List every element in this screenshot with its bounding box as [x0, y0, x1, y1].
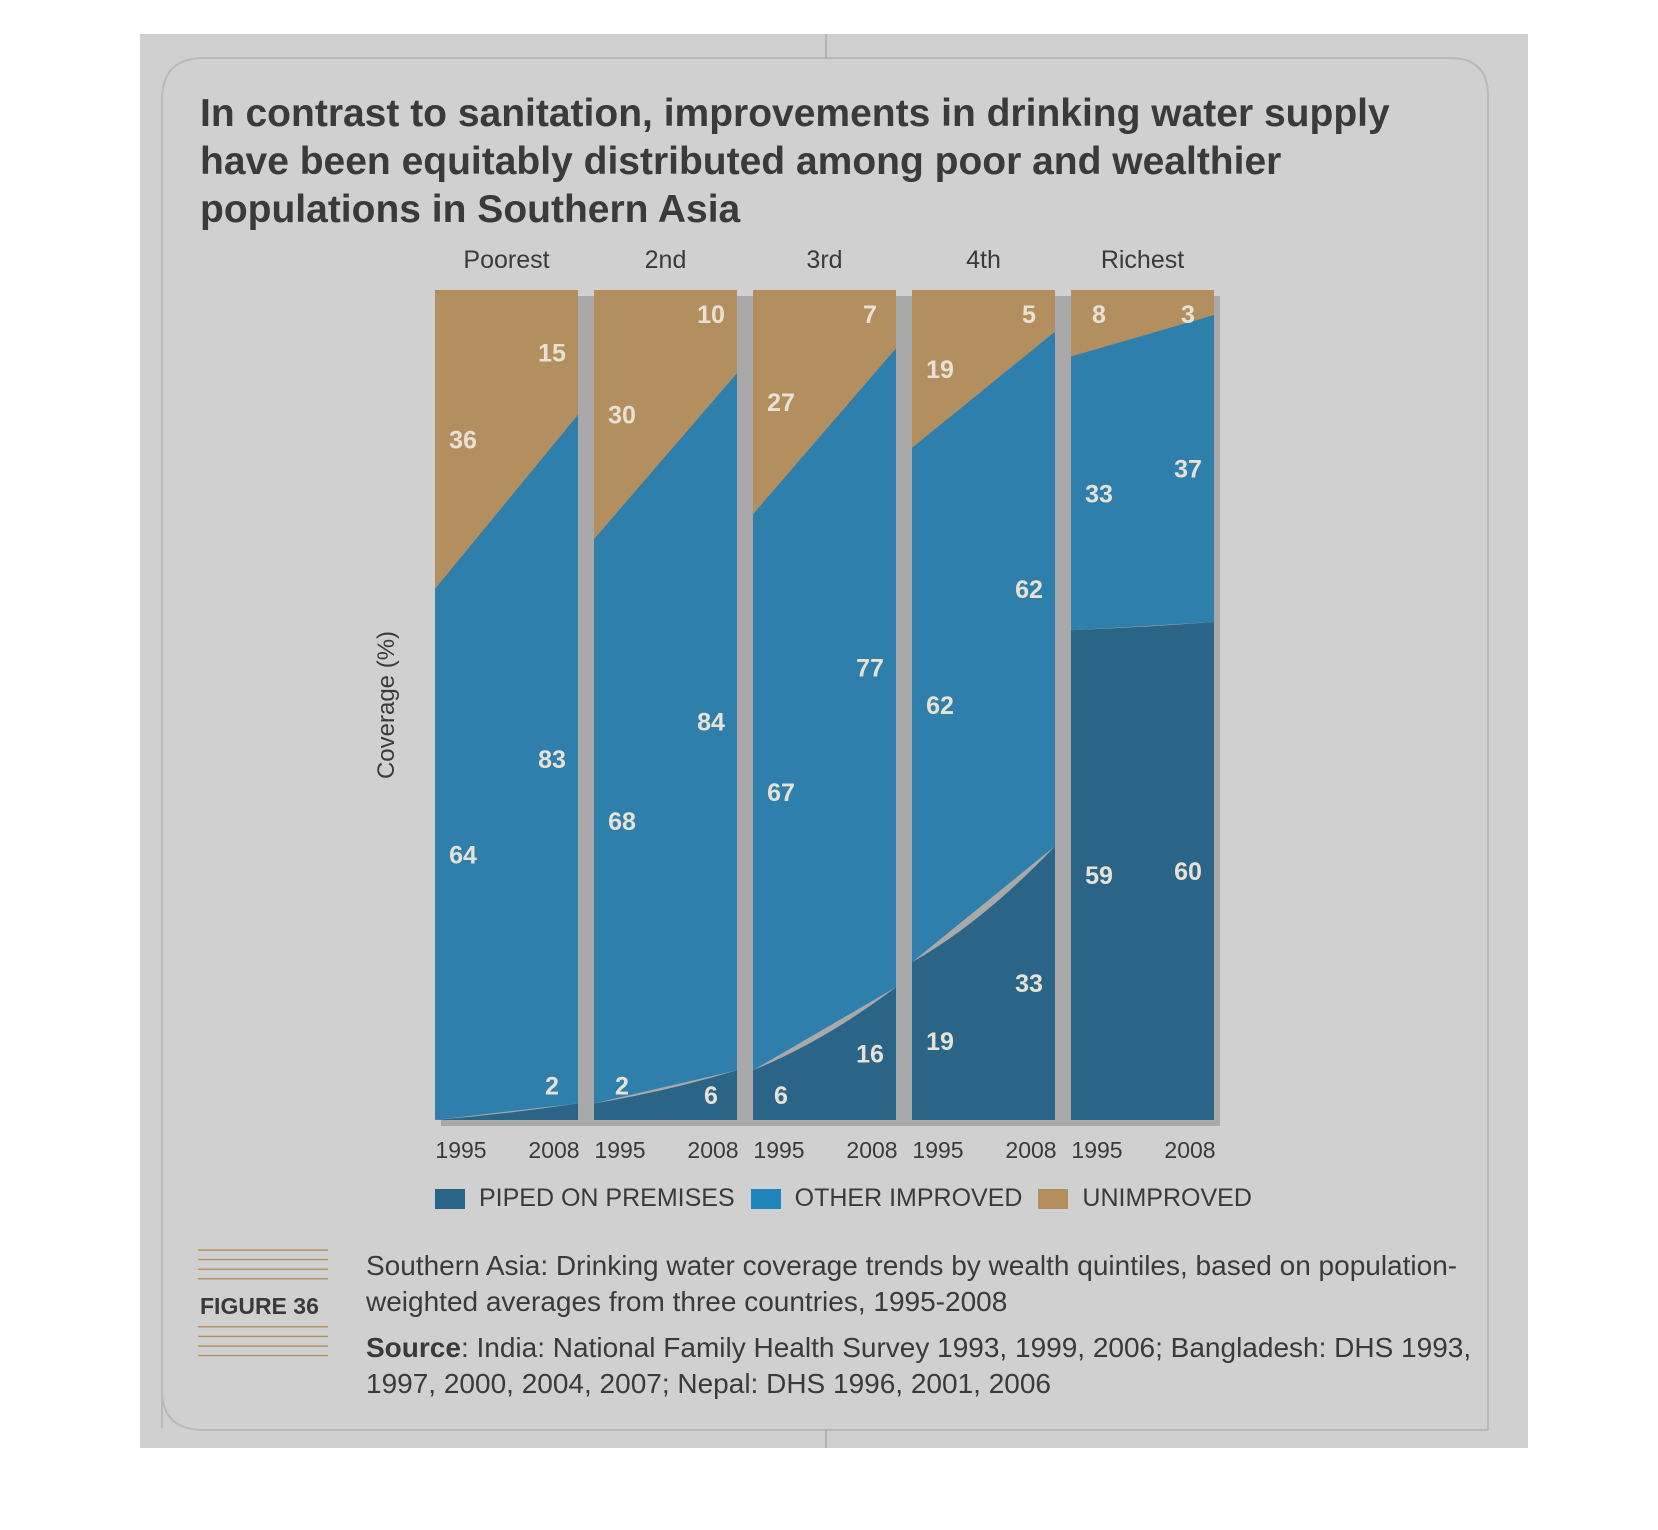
- legend-item-piped: PIPED ON PREMISES: [435, 1184, 735, 1213]
- data-label: 62: [1015, 576, 1043, 604]
- x-tick-label: 1995: [435, 1137, 486, 1163]
- data-label: 6: [774, 1082, 788, 1110]
- data-label: 27: [767, 389, 795, 417]
- legend-swatch-unimproved: [1038, 1188, 1069, 1209]
- data-label: 2: [615, 1072, 629, 1100]
- data-label: 36: [449, 426, 477, 454]
- area-unimproved-poorest: [435, 290, 578, 589]
- figure-caption: Southern Asia: Drinking water coverage t…: [366, 1248, 1506, 1402]
- area-unimproved-4th: [912, 290, 1055, 448]
- data-label: 15: [538, 339, 566, 367]
- figure-label: FIGURE 36: [200, 1293, 319, 1319]
- data-label: 84: [697, 709, 725, 737]
- panel-header: 2nd: [645, 246, 687, 274]
- data-label: 2: [545, 1072, 559, 1100]
- legend-item-other-improved: OTHER IMPROVED: [750, 1184, 1023, 1213]
- x-tick-label: 1995: [594, 1137, 645, 1163]
- legend-swatch-other-improved: [750, 1188, 781, 1209]
- area-other-improved-3rd: [753, 348, 896, 1071]
- caption-text: Southern Asia: Drinking water coverage t…: [366, 1250, 1458, 1317]
- data-label: 62: [926, 692, 954, 720]
- x-tick-label: 2008: [1164, 1137, 1215, 1163]
- legend-label-other-improved: OTHER IMPROVED: [794, 1184, 1023, 1212]
- x-tick-label: 2008: [1005, 1137, 1056, 1163]
- area-piped-4th: [912, 846, 1055, 1120]
- data-label: 60: [1174, 858, 1202, 886]
- panel-header: Richest: [1101, 246, 1184, 274]
- data-label: 8: [1092, 301, 1106, 329]
- area-piped-poorest: [435, 1103, 578, 1120]
- legend-item-unimproved: UNIMPROVED: [1038, 1184, 1252, 1213]
- panel-header: 3rd: [806, 246, 842, 274]
- data-label: 16: [856, 1041, 884, 1069]
- data-label: 19: [926, 356, 954, 384]
- data-label: 59: [1085, 862, 1113, 890]
- area-other-improved-richest: [1071, 314, 1214, 631]
- chart-legend: PIPED ON PREMISES OTHER IMPROVED UNIMPRO…: [435, 1184, 1268, 1213]
- source-label: Source: [366, 1332, 461, 1363]
- data-label: 64: [449, 841, 477, 869]
- page-frame: [161, 57, 1489, 1431]
- data-label: 37: [1174, 455, 1202, 483]
- legend-swatch-piped: [435, 1188, 465, 1209]
- title-line-1: In contrast to sanitation, improvements …: [200, 92, 1390, 135]
- data-label: 10: [697, 301, 725, 329]
- source-note: Source: India: National Family Health Su…: [366, 1330, 1506, 1402]
- area-other-improved-2nd: [594, 373, 737, 1104]
- data-label: 6: [704, 1082, 718, 1110]
- panel-header: Poorest: [463, 246, 549, 274]
- area-unimproved-richest: [1071, 290, 1214, 357]
- area-piped-3rd: [753, 987, 896, 1120]
- data-label: 30: [608, 402, 636, 430]
- legend-label-unimproved: UNIMPROVED: [1082, 1184, 1252, 1212]
- x-tick-label: 2008: [846, 1137, 897, 1163]
- data-label: 67: [767, 779, 795, 807]
- legend-label-piped: PIPED ON PREMISES: [479, 1184, 735, 1212]
- data-label: 3: [1181, 301, 1195, 329]
- area-piped-richest: [1071, 622, 1214, 1120]
- x-tick-label: 2008: [687, 1137, 738, 1163]
- data-label: 77: [856, 655, 884, 683]
- data-label: 33: [1015, 970, 1043, 998]
- x-tick-label: 1995: [1071, 1137, 1122, 1163]
- data-label: 68: [608, 808, 636, 836]
- area-other-improved-poorest: [435, 414, 578, 1120]
- area-unimproved-3rd: [753, 290, 896, 515]
- title-line-3: populations in Southern Asia: [200, 188, 741, 231]
- panel-header: 4th: [966, 246, 1001, 274]
- chart-title: In contrast to sanitation, improvements …: [200, 90, 1500, 234]
- x-tick-label: 1995: [912, 1137, 963, 1163]
- data-label: 5: [1022, 301, 1036, 329]
- area-other-improved-4th: [912, 331, 1055, 963]
- x-tick-label: 1995: [753, 1137, 804, 1163]
- data-label: 33: [1085, 480, 1113, 508]
- source-text: : India: National Family Health Survey 1…: [366, 1332, 1472, 1399]
- data-label: 19: [926, 1028, 954, 1056]
- area-piped-2nd: [594, 1070, 737, 1120]
- title-line-2: have been equitably distributed among po…: [200, 140, 1282, 183]
- area-unimproved-2nd: [594, 290, 737, 539]
- data-label: 83: [538, 746, 566, 774]
- x-tick-label: 2008: [528, 1137, 579, 1163]
- data-label: 7: [863, 301, 877, 329]
- y-axis-label: Coverage (%): [373, 631, 400, 779]
